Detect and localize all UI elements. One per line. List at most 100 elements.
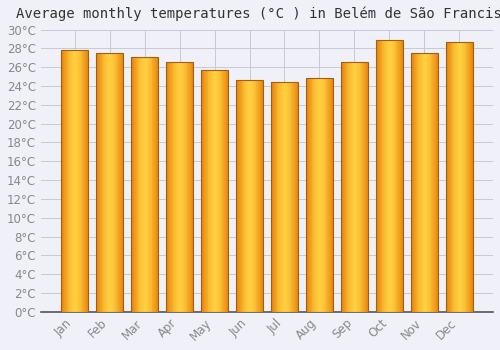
Bar [146,57,147,312]
Bar [132,57,133,312]
Bar [419,53,420,312]
Bar [218,70,219,312]
Bar [470,42,471,312]
Bar [398,40,399,312]
Bar [412,53,413,312]
Bar [418,53,419,312]
Bar [312,78,314,312]
Bar [275,82,276,312]
Bar [157,57,158,312]
Bar [273,82,274,312]
Bar [132,57,158,312]
Bar [73,50,74,312]
Bar [169,62,170,312]
Bar [65,50,66,312]
Bar [342,63,343,312]
Bar [429,53,430,312]
Bar [316,78,317,312]
Bar [178,62,180,312]
Bar [256,80,258,312]
Bar [136,57,138,312]
Bar [343,63,344,312]
Bar [318,78,320,312]
Bar [217,70,218,312]
Bar [281,82,282,312]
Bar [85,50,86,312]
Bar [115,53,116,312]
Bar [77,50,78,312]
Bar [349,63,350,312]
Bar [315,78,316,312]
Bar [155,57,156,312]
Title: Average monthly temperatures (°C ) in Belém de São Francisco: Average monthly temperatures (°C ) in Be… [16,7,500,21]
Bar [448,42,449,312]
Bar [227,70,228,312]
Bar [244,80,245,312]
Bar [359,63,360,312]
Bar [203,70,204,312]
Bar [323,78,324,312]
Bar [446,42,472,312]
Bar [224,70,225,312]
Bar [166,62,192,312]
Bar [330,78,331,312]
Bar [216,70,217,312]
Bar [415,53,416,312]
Bar [74,50,76,312]
Bar [205,70,206,312]
Bar [377,40,378,312]
Bar [329,78,330,312]
Bar [156,57,157,312]
Bar [394,40,396,312]
Bar [387,40,388,312]
Bar [71,50,72,312]
Bar [121,53,122,312]
Bar [183,62,184,312]
Bar [463,42,464,312]
Bar [314,78,315,312]
Bar [259,80,260,312]
Bar [434,53,435,312]
Bar [148,57,149,312]
Bar [392,40,393,312]
Bar [222,70,224,312]
Bar [135,57,136,312]
Bar [435,53,436,312]
Bar [469,42,470,312]
Bar [378,40,379,312]
Bar [150,57,152,312]
Bar [248,80,250,312]
Bar [357,63,358,312]
Bar [450,42,452,312]
Bar [214,70,216,312]
Bar [428,53,429,312]
Bar [168,62,169,312]
Bar [276,82,278,312]
Bar [72,50,73,312]
Bar [272,82,273,312]
Bar [143,57,144,312]
Bar [236,80,262,312]
Bar [433,53,434,312]
Bar [272,82,297,312]
Bar [317,78,318,312]
Bar [322,78,323,312]
Bar [342,63,367,312]
Bar [287,82,288,312]
Bar [331,78,332,312]
Bar [365,63,366,312]
Bar [62,50,88,312]
Bar [174,62,175,312]
Bar [226,70,227,312]
Bar [296,82,298,312]
Bar [384,40,385,312]
Bar [288,82,289,312]
Bar [116,53,117,312]
Bar [84,50,85,312]
Bar [279,82,280,312]
Bar [114,53,115,312]
Bar [108,53,110,312]
Bar [391,40,392,312]
Bar [292,82,293,312]
Bar [241,80,242,312]
